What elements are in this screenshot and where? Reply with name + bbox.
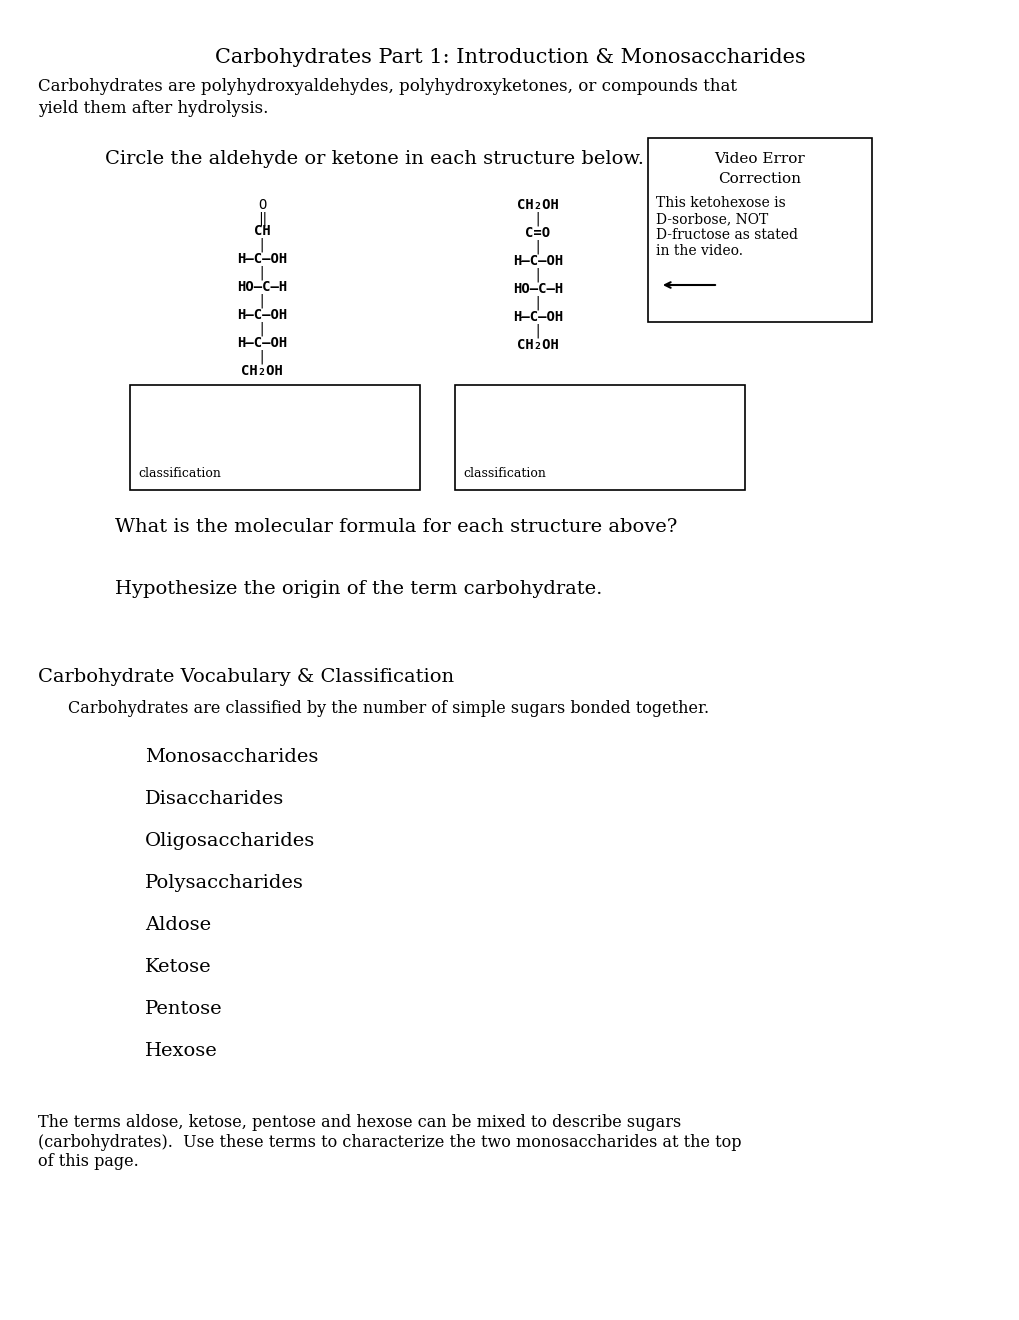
- Text: classification: classification: [463, 467, 545, 480]
- Text: H–C–OH: H–C–OH: [513, 253, 562, 268]
- Text: |: |: [533, 296, 542, 310]
- Text: Oligosaccharides: Oligosaccharides: [145, 832, 315, 850]
- Text: in the video.: in the video.: [655, 244, 742, 257]
- Text: H–C–OH: H–C–OH: [513, 310, 562, 323]
- Text: Carbohydrates are classified by the number of simple sugars bonded together.: Carbohydrates are classified by the numb…: [68, 700, 708, 717]
- Text: D-sorbose, NOT: D-sorbose, NOT: [655, 213, 767, 226]
- Text: Hypothesize the origin of the term carbohydrate.: Hypothesize the origin of the term carbo…: [115, 579, 602, 598]
- Text: Disaccharides: Disaccharides: [145, 789, 284, 808]
- Text: CH₂OH: CH₂OH: [517, 338, 558, 352]
- Text: Correction: Correction: [717, 172, 801, 186]
- Text: C=O: C=O: [525, 226, 550, 240]
- Text: |: |: [258, 238, 266, 252]
- Text: HO–C–H: HO–C–H: [513, 282, 562, 296]
- Text: classification: classification: [138, 467, 221, 480]
- Text: Pentose: Pentose: [145, 1001, 222, 1018]
- Text: H–C–OH: H–C–OH: [236, 308, 286, 322]
- Text: O: O: [258, 198, 266, 213]
- Text: |: |: [533, 323, 542, 338]
- Text: The terms aldose, ketose, pentose and hexose can be mixed to describe sugars
(ca: The terms aldose, ketose, pentose and he…: [38, 1114, 741, 1171]
- Text: |: |: [533, 240, 542, 255]
- Text: |: |: [258, 267, 266, 281]
- Text: Polysaccharides: Polysaccharides: [145, 874, 304, 892]
- Bar: [129, 385, 420, 490]
- Text: CH₂OH: CH₂OH: [240, 364, 282, 378]
- Text: ‖: ‖: [258, 211, 266, 226]
- Text: |: |: [533, 268, 542, 282]
- Text: |: |: [533, 213, 542, 227]
- Text: Ketose: Ketose: [145, 958, 211, 975]
- Text: Carbohydrates are polyhydroxyaldehydes, polyhydroxyketones, or compounds that: Carbohydrates are polyhydroxyaldehydes, …: [38, 78, 737, 95]
- Text: HO–C–H: HO–C–H: [236, 280, 286, 294]
- Text: This ketohexose is: This ketohexose is: [655, 195, 785, 210]
- Text: Video Error: Video Error: [714, 152, 805, 166]
- Text: CH₂OH: CH₂OH: [517, 198, 558, 213]
- Text: Carbohydrate Vocabulary & Classification: Carbohydrate Vocabulary & Classification: [38, 668, 453, 686]
- Text: Monosaccharides: Monosaccharides: [145, 748, 318, 766]
- Text: Aldose: Aldose: [145, 916, 211, 935]
- Text: Circle the aldehyde or ketone in each structure below.: Circle the aldehyde or ketone in each st…: [105, 150, 643, 168]
- Text: H–C–OH: H–C–OH: [236, 337, 286, 350]
- Bar: [647, 139, 871, 322]
- Text: D-fructose as stated: D-fructose as stated: [655, 228, 797, 242]
- Text: H–C–OH: H–C–OH: [236, 252, 286, 267]
- Text: CH: CH: [254, 224, 270, 238]
- Text: |: |: [258, 322, 266, 337]
- Text: What is the molecular formula for each structure above?: What is the molecular formula for each s…: [115, 517, 677, 536]
- Text: |: |: [258, 350, 266, 364]
- Text: |: |: [258, 294, 266, 309]
- Text: Carbohydrates Part 1: Introduction & Monosaccharides: Carbohydrates Part 1: Introduction & Mon…: [214, 48, 805, 67]
- Bar: [454, 385, 744, 490]
- Text: yield them after hydrolysis.: yield them after hydrolysis.: [38, 100, 268, 117]
- Text: Hexose: Hexose: [145, 1041, 217, 1060]
